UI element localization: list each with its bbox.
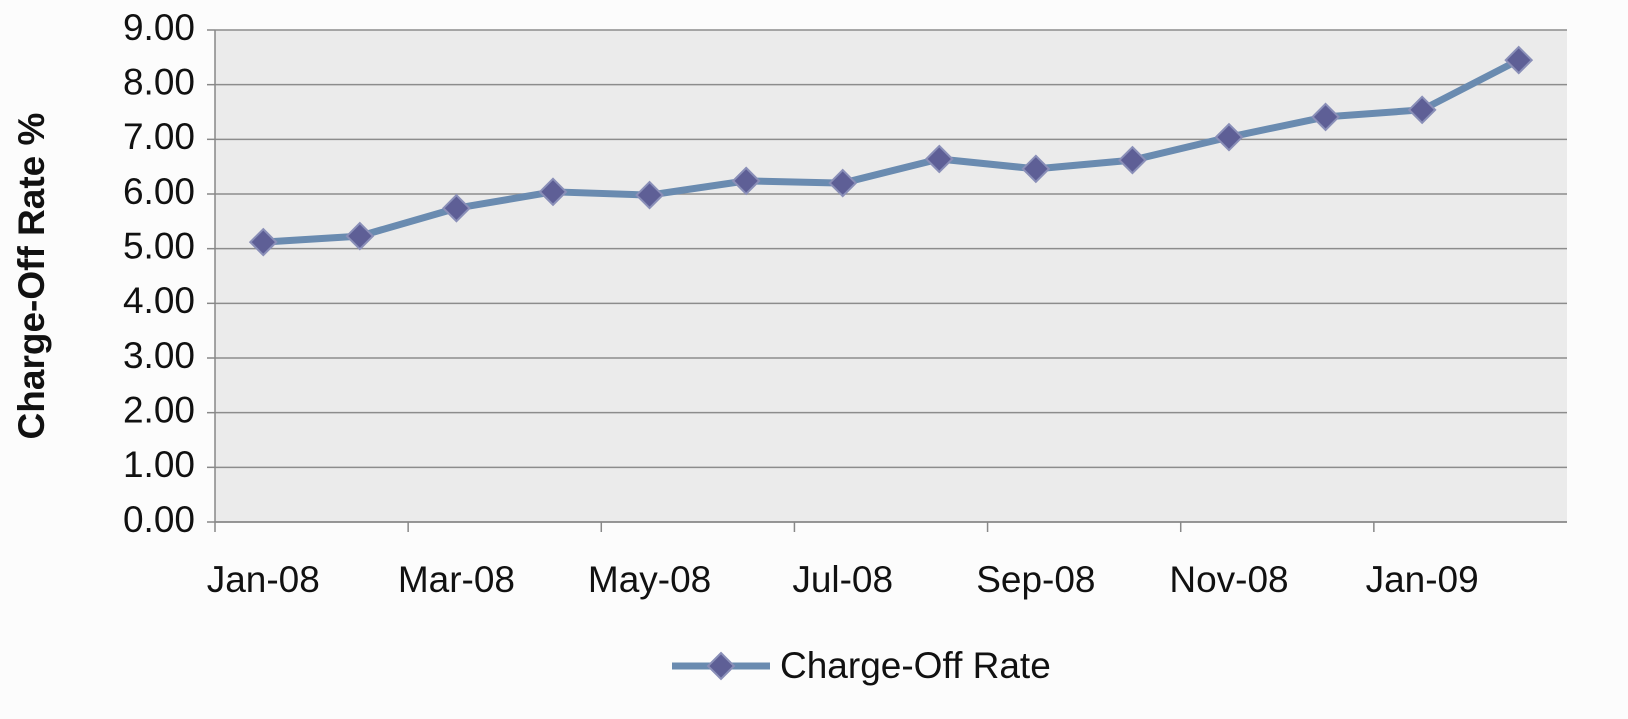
- y-tick-label: 4.00: [123, 280, 195, 321]
- marker: [1407, 95, 1437, 125]
- marker: [731, 166, 761, 196]
- x-tick-label: Jan-09: [1366, 559, 1479, 600]
- y-tick-label: 3.00: [123, 335, 195, 376]
- series-line: [263, 56, 1521, 246]
- plot-area: [215, 30, 1567, 522]
- legend-label: Charge-Off Rate: [780, 645, 1051, 686]
- y-tick-label: 7.00: [123, 116, 195, 157]
- marker: [1311, 102, 1340, 132]
- x-tick-label: Mar-08: [398, 559, 515, 600]
- marker: [442, 193, 471, 223]
- marker: [538, 177, 568, 207]
- y-tick-label: 9.00: [123, 7, 195, 48]
- x-tick-label: May-08: [588, 559, 711, 600]
- y-tick-label: 6.00: [123, 171, 195, 212]
- x-tick-label: Nov-08: [1169, 559, 1288, 600]
- marker: [1214, 122, 1244, 152]
- marker: [248, 227, 278, 257]
- y-tick-label: 2.00: [123, 389, 195, 430]
- marker: [635, 180, 664, 210]
- x-tick-label: Sep-08: [976, 559, 1095, 600]
- y-tick-label: 8.00: [123, 61, 195, 102]
- x-tick-label: Jan-08: [207, 559, 320, 600]
- marker: [1504, 45, 1534, 75]
- y-axis-label: Charge-Off Rate %: [11, 113, 52, 440]
- y-tick-label: 5.00: [123, 225, 195, 266]
- marker: [345, 221, 375, 251]
- marker: [828, 168, 858, 198]
- legend-marker: [706, 651, 736, 681]
- y-tick-label: 1.00: [123, 444, 195, 485]
- x-tick-label: Jul-08: [792, 559, 893, 600]
- marker: [1021, 154, 1051, 184]
- marker: [1118, 145, 1147, 175]
- y-tick-label: 0.00: [123, 499, 195, 540]
- marker: [924, 144, 954, 174]
